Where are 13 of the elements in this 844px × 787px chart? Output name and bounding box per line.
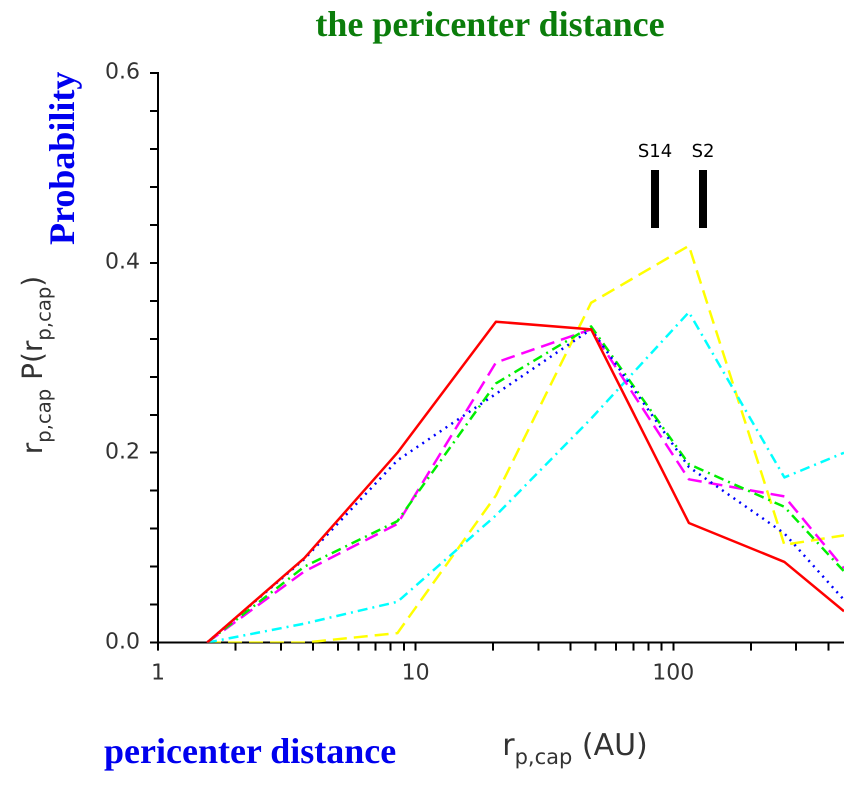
- y-tick-label: 0.6: [104, 60, 140, 85]
- text: pericenter distance: [104, 731, 396, 771]
- x-tick-label: 10: [402, 660, 430, 686]
- x-tick-label: 1: [150, 660, 165, 686]
- y-tick-label: 0.0: [104, 629, 140, 654]
- chart-title: the pericenter distance: [315, 4, 665, 44]
- y-axis-title: rp,cap P(rp,cap): [16, 276, 56, 454]
- annotation: S14: [638, 141, 672, 162]
- text: Probability: [42, 72, 82, 245]
- x-tick-label: 100: [652, 660, 694, 686]
- y-tick-label: 0.2: [104, 439, 140, 464]
- annotation: S2: [692, 141, 714, 162]
- y-tick-label: 0.4: [104, 250, 140, 275]
